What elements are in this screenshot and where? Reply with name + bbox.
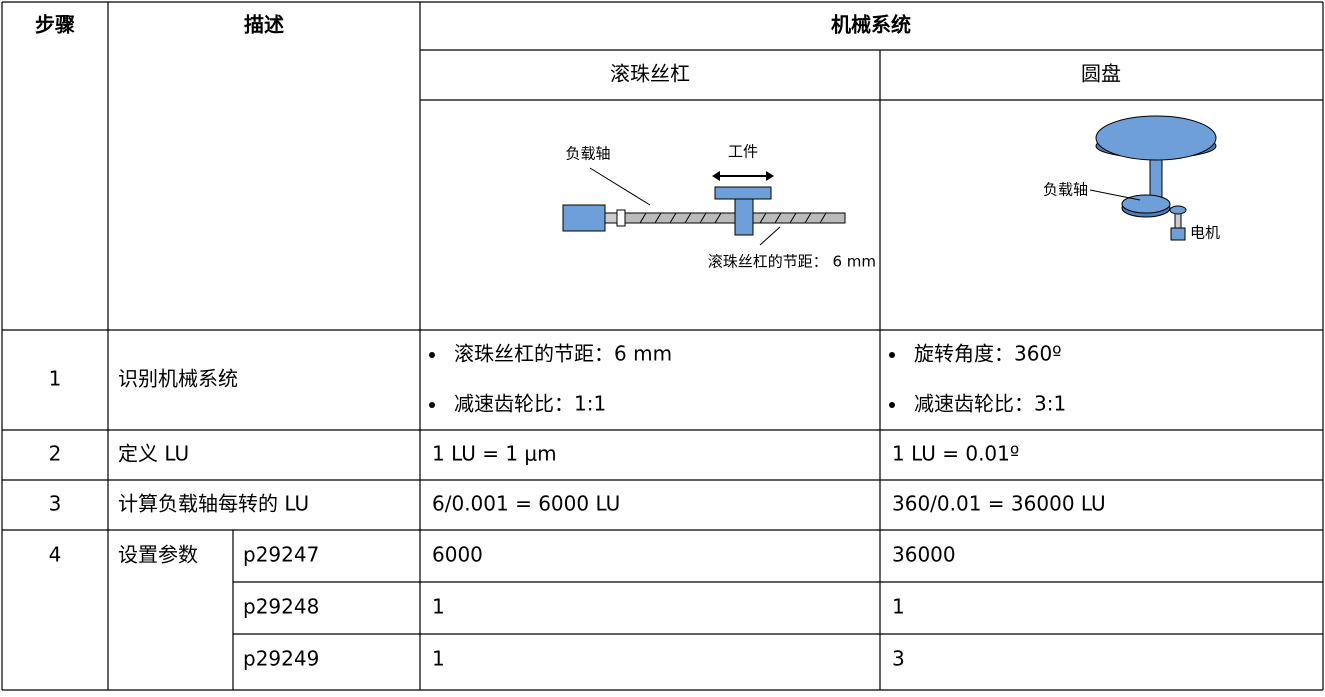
disc-value: 36000 [892,543,956,567]
disc-value: 减速齿轮比：3:1 [914,392,1066,416]
disc-value: 旋转角度：360º [914,342,1062,366]
label-workpiece: 工件 [728,143,758,161]
step: 1 [49,367,62,391]
bullet [429,352,435,358]
description: 计算负载轴每转的 LU [118,492,309,516]
parameter-name: p29249 [243,647,319,671]
step: 3 [49,492,62,516]
ball-screw-value: 1 [432,595,445,619]
ball-screw-value: 滚珠丝杠的节距：6 mm [454,342,672,366]
table-rows: 1 识别机械系统 滚珠丝杠的节距：6 mm 减速齿轮比：1:1 旋转角度：360º 减速齿… [49,342,1106,671]
header-disc: 圆盘 [1081,62,1121,86]
step: 4 [49,543,62,567]
label-pitch: 滚珠丝杠的节距： 6 mm [708,253,876,271]
header-step: 步骤 [35,13,75,37]
disc-diagram: 负载轴 电机 [1043,115,1220,242]
description: 定义 LU [118,442,189,466]
parameter-name: p29248 [243,595,319,619]
ball-screw-value: 6/0.001 = 6000 LU [432,492,620,516]
ball-screw-diagram: 负载轴 工件 滚珠丝杠的节距： 6 mm [562,143,876,271]
ball-screw-value: 1 [432,647,445,671]
parameter-name: p29247 [243,543,319,567]
disc-value: 1 LU = 0.01º [892,442,1019,466]
ball-screw-value: 1 LU = 1 μm [432,442,557,466]
header-ball-screw: 滚珠丝杠 [610,62,690,86]
ball-screw-value: 减速齿轮比：1:1 [454,392,606,416]
header-mechanical-system: 机械系统 [831,13,911,37]
label-load-shaft: 负载轴 [565,145,610,163]
disc-value: 3 [892,647,905,671]
header-description: 描述 [244,13,284,37]
disc-value: 360/0.01 = 36000 LU [892,492,1106,516]
bullet [889,402,895,408]
disc-value: 1 [892,595,905,619]
bullet [889,352,895,358]
description: 设置参数 [118,543,198,567]
bullet [429,402,435,408]
label-motor: 电机 [1190,224,1220,242]
step: 2 [49,442,62,466]
ball-screw-value: 6000 [432,543,483,567]
label-load-shaft: 负载轴 [1043,181,1088,199]
description: 识别机械系统 [118,367,238,391]
